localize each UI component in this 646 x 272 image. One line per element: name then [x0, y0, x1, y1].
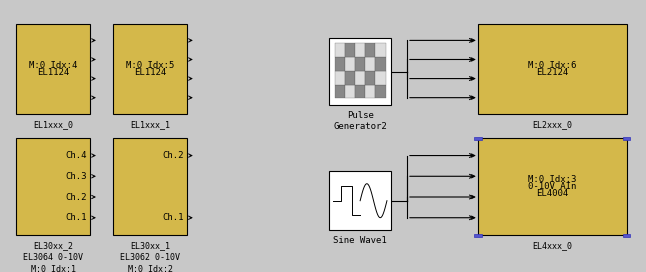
- Text: Ch.1: Ch.1: [65, 213, 87, 222]
- Text: EL1124: EL1124: [134, 68, 166, 77]
- Bar: [329, 171, 391, 230]
- Text: EL1xxx_1: EL1xxx_1: [130, 120, 170, 129]
- Bar: [365, 85, 375, 98]
- Bar: [16, 24, 90, 114]
- Bar: [335, 57, 345, 71]
- Text: EL2124: EL2124: [536, 68, 568, 77]
- Text: EL1124: EL1124: [37, 68, 69, 77]
- Bar: [345, 57, 355, 71]
- Bar: [345, 44, 355, 57]
- Bar: [329, 38, 391, 105]
- Text: EL4xxx_0: EL4xxx_0: [532, 242, 572, 251]
- Bar: [355, 44, 365, 57]
- Bar: [113, 24, 187, 114]
- Bar: [345, 85, 355, 98]
- Bar: [365, 71, 375, 85]
- Bar: [478, 24, 627, 114]
- Text: Ch.3: Ch.3: [65, 172, 87, 181]
- Bar: [16, 138, 90, 235]
- Text: EL2xxx_0: EL2xxx_0: [532, 120, 572, 129]
- Bar: [623, 234, 630, 237]
- Bar: [355, 57, 365, 71]
- Text: Ch.2: Ch.2: [65, 193, 87, 202]
- Bar: [355, 85, 365, 98]
- Bar: [365, 44, 375, 57]
- Text: EL30xx_2: EL30xx_2: [34, 242, 73, 251]
- Text: Ch.4: Ch.4: [65, 151, 87, 160]
- Bar: [375, 44, 386, 57]
- Bar: [375, 57, 386, 71]
- Bar: [335, 71, 345, 85]
- Text: M:0 Idx:4: M:0 Idx:4: [29, 61, 78, 70]
- Text: M:0 Idx:1: M:0 Idx:1: [31, 265, 76, 272]
- Text: M:0 Idx:2: M:0 Idx:2: [128, 265, 172, 272]
- Bar: [335, 44, 345, 57]
- Text: EL3062 0-10V: EL3062 0-10V: [120, 253, 180, 262]
- Text: M:0 Idx:6: M:0 Idx:6: [528, 61, 576, 70]
- Bar: [474, 137, 482, 140]
- Text: Ch.2: Ch.2: [162, 151, 183, 160]
- Text: Pulse: Pulse: [347, 111, 373, 120]
- Bar: [478, 138, 627, 235]
- Bar: [375, 85, 386, 98]
- Text: M:0 Idx:5: M:0 Idx:5: [126, 61, 174, 70]
- Bar: [345, 71, 355, 85]
- Bar: [113, 138, 187, 235]
- Text: Ch.1: Ch.1: [162, 213, 183, 222]
- Text: Generator2: Generator2: [333, 122, 387, 131]
- Bar: [623, 137, 630, 140]
- Bar: [365, 57, 375, 71]
- Bar: [335, 85, 345, 98]
- Text: M:0 Idx:3: M:0 Idx:3: [528, 175, 576, 184]
- Bar: [474, 234, 482, 237]
- Text: EL30xx_1: EL30xx_1: [130, 242, 170, 251]
- Text: EL1xxx_0: EL1xxx_0: [34, 120, 73, 129]
- Text: EL3064 0-10V: EL3064 0-10V: [23, 253, 83, 262]
- Text: EL4004: EL4004: [536, 189, 568, 199]
- Text: Sine Wave1: Sine Wave1: [333, 236, 387, 246]
- Text: 0-10V AIn: 0-10V AIn: [528, 182, 576, 191]
- Bar: [375, 71, 386, 85]
- Bar: [355, 71, 365, 85]
